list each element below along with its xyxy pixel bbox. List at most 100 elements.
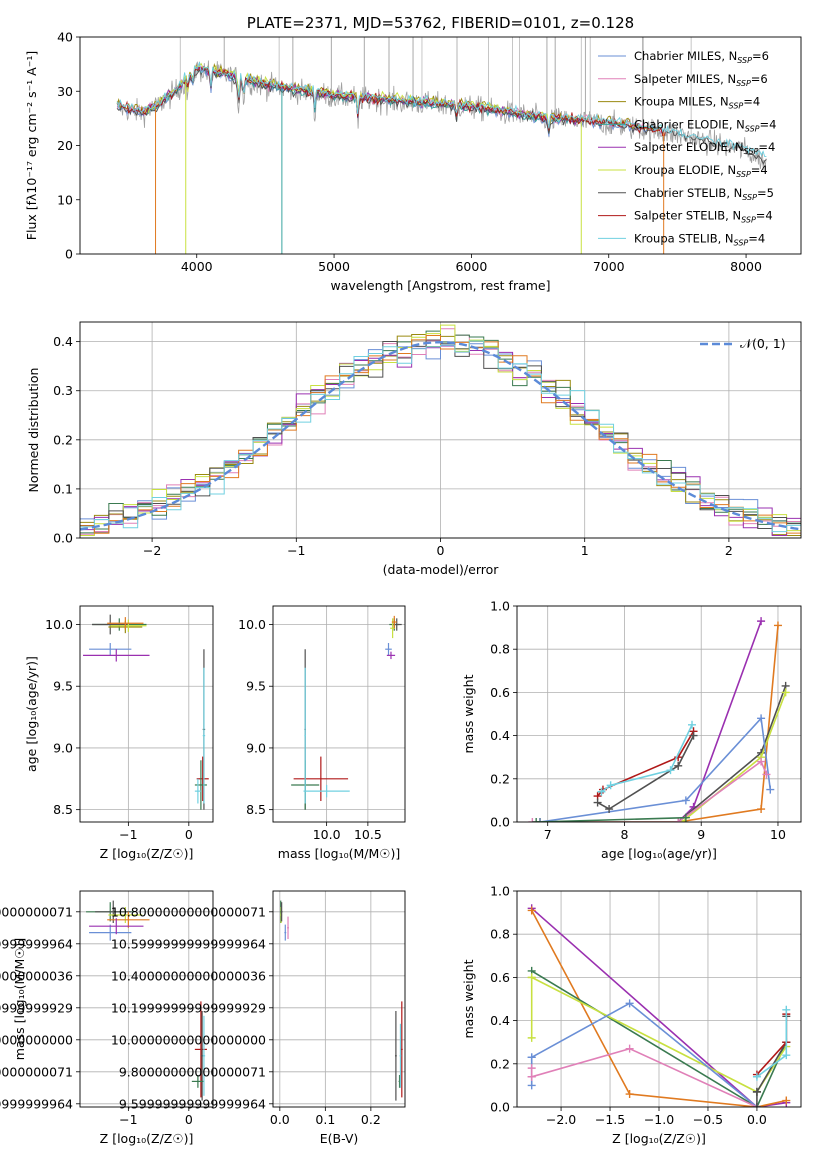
plus-marker <box>757 757 766 766</box>
plus-marker <box>757 617 766 626</box>
y-tick-label: 9.59999999999999964 <box>119 1096 266 1111</box>
mass-weight-line <box>536 816 686 822</box>
y-tick-label: 9.59999999999999964 <box>0 1096 73 1111</box>
plus-marker <box>757 805 766 814</box>
x-tick-label: 10 <box>770 827 786 842</box>
mass-weight-line <box>531 907 787 1107</box>
legend-label: Salpeter ELODIE, NSSP=4 <box>634 140 775 156</box>
axes-frame <box>272 605 406 823</box>
x-tick-label: −1 <box>119 827 137 842</box>
plus-marker <box>606 781 615 790</box>
legend: Chabrier MILES, NSSP=6 Salpeter MILES, NS… <box>598 49 776 247</box>
errorbar-point <box>191 1075 204 1088</box>
y-tick-label: 0.6 <box>490 970 510 985</box>
y-tick-label: 10.80000000000000071 <box>0 904 73 919</box>
axes-frame <box>79 890 214 1108</box>
plus-marker <box>782 1096 791 1105</box>
plus-marker <box>528 818 537 822</box>
plus-marker <box>605 805 614 814</box>
plot-area <box>527 904 791 1107</box>
y-tick-label: 0.6 <box>490 685 510 700</box>
plus-marker <box>527 1033 536 1042</box>
y-tick-label: 10.40000000000000036 <box>0 968 73 983</box>
x-tick-label: 8 <box>620 827 628 842</box>
plus-marker <box>757 714 766 723</box>
errorbar-point <box>303 784 350 798</box>
x-tick-label: 10.0 <box>313 827 341 842</box>
y-tick-label: 9.5 <box>53 679 73 694</box>
y-tick-label: 0.4 <box>490 728 510 743</box>
legend-label: Salpeter MILES, NSSP=6 <box>634 72 768 88</box>
model-line <box>116 61 767 158</box>
plot-area <box>528 617 790 822</box>
plus-marker <box>681 813 690 822</box>
x-axis-label: E(B-V) <box>320 1131 359 1146</box>
normal-curve <box>80 340 801 531</box>
errorbar-point <box>89 643 132 656</box>
mass_vs_EBV-panel: 0.0 0.1 0.2 9.59999999999999964 9.8000000000… <box>111 890 406 1146</box>
model-line <box>141 62 581 133</box>
x-axis-label: Z [log₁₀(Z/Z☉)] <box>612 1131 706 1146</box>
y-tick-label: 10.59999999999999964 <box>0 936 73 951</box>
y-tick-label: 10.0 <box>238 617 266 632</box>
plus-marker <box>762 770 771 779</box>
plot-area <box>86 900 207 1101</box>
y-tick-label: 10.0 <box>45 617 73 632</box>
plot-area <box>291 615 402 810</box>
errorbar-point <box>391 615 397 629</box>
axes-frame <box>516 605 802 823</box>
errorbar-point <box>89 924 132 941</box>
y-tick-label: 0.8 <box>490 642 510 657</box>
errorbar-point <box>83 649 150 662</box>
plus-marker <box>752 1072 761 1081</box>
y-tick-label: 8.5 <box>53 802 73 817</box>
legend-label: Kroupa MILES, NSSP=4 <box>634 95 760 111</box>
plot-area <box>279 900 403 1101</box>
y-axis-label: age [log₁₀(age/yr)] <box>24 656 39 772</box>
legend-label: Chabrier MILES, NSSP=6 <box>634 49 769 65</box>
plus-marker <box>625 1090 634 1099</box>
x-tick-label: −1 <box>119 1112 137 1127</box>
y-tick-label: 0.4 <box>53 334 73 349</box>
plus-marker <box>532 818 541 822</box>
mass-weight-line <box>540 685 787 822</box>
errorbar-point <box>202 1015 206 1096</box>
legend-label: Chabrier ELODIE, NSSP=4 <box>634 117 776 133</box>
x-tick-label: 0 <box>185 1112 193 1127</box>
axes-frame <box>79 321 802 539</box>
x-tick-label: 2 <box>725 543 733 558</box>
errorbar-point <box>107 911 150 928</box>
axes-frame <box>79 36 802 255</box>
errorbar-point <box>194 760 207 810</box>
errorbar-point <box>399 1023 402 1088</box>
plus-marker <box>782 1051 791 1060</box>
plus-marker <box>752 1103 761 1107</box>
x-tick-label: −2.0 <box>546 1112 576 1127</box>
plus-marker <box>766 785 775 794</box>
y-tick-label: 0.0 <box>53 531 73 546</box>
plus-marker <box>527 906 536 915</box>
x-tick-label: 10.5 <box>354 827 382 842</box>
legend-label: 𝒩(0, 1) <box>740 336 786 351</box>
errorbar-point <box>293 756 349 802</box>
plus-marker <box>674 818 683 822</box>
y-tick-label: 10.19999999999999929 <box>0 1000 73 1015</box>
x-axis-label: Z [log₁₀(Z/Z☉)] <box>100 846 194 861</box>
mass-weight-line <box>540 625 779 822</box>
plus-marker <box>536 818 545 822</box>
plus-marker <box>781 688 790 697</box>
y-tick-label: 1.0 <box>490 599 510 614</box>
plus-marker <box>625 1044 634 1053</box>
spectrum-panel: 4000 5000 6000 7000 8000 0 10 20 30 40 wavelength … <box>24 14 802 293</box>
x-tick-label: −1 <box>287 543 305 558</box>
y-tick-label: 0.2 <box>490 771 510 786</box>
mass-weight-line <box>540 692 787 822</box>
plus-marker <box>782 1005 791 1014</box>
legend-label: Chabrier STELIB, NSSP=5 <box>634 186 774 202</box>
y-tick-label: 10.80000000000000071 <box>111 904 266 919</box>
axes-frame <box>79 605 214 823</box>
x-tick-label: 6000 <box>455 259 487 274</box>
x-tick-label: 0 <box>437 543 445 558</box>
y-tick-label: 0.2 <box>490 1056 510 1071</box>
errorbar-point <box>304 667 306 804</box>
